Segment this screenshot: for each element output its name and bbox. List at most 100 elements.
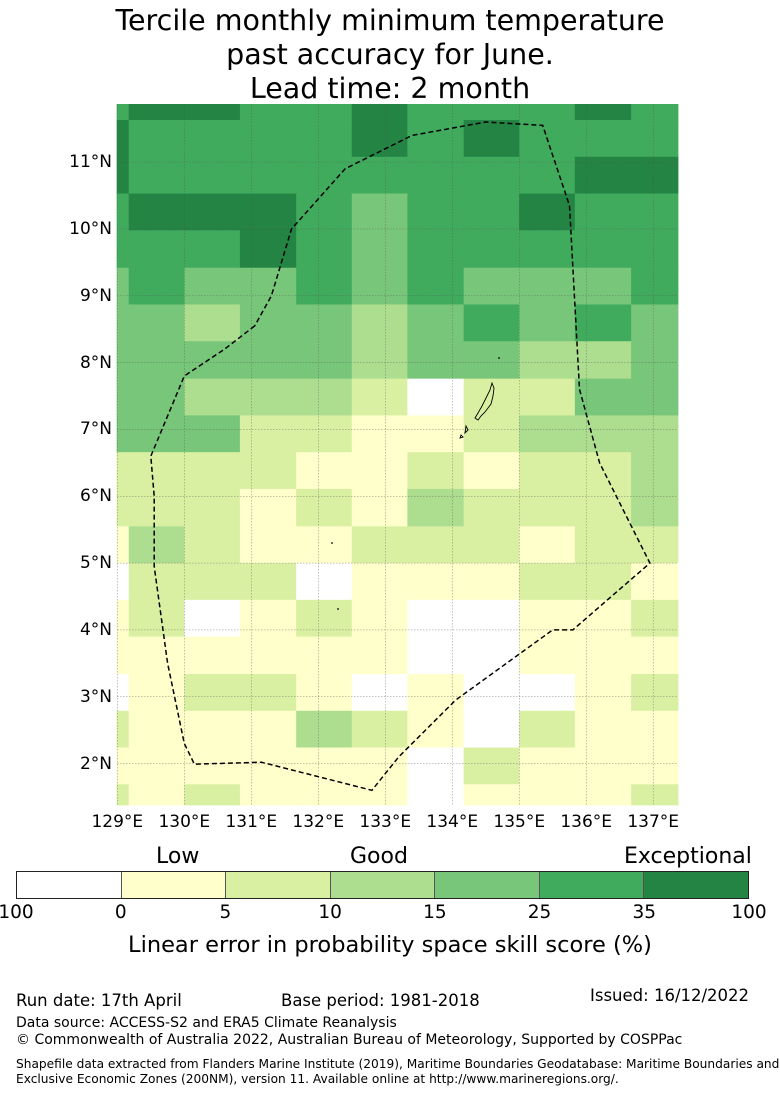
colorbar-segment <box>538 872 644 898</box>
latitude-label: 11°N <box>69 152 112 173</box>
grid-cell <box>631 674 679 712</box>
grid-cell <box>184 104 241 121</box>
grid-cell <box>239 378 297 416</box>
grid-cell <box>631 156 679 194</box>
grid-cell <box>296 599 353 637</box>
grid-cell <box>574 599 632 637</box>
grid-cell <box>351 304 408 342</box>
grid-cell <box>116 747 130 785</box>
grid-cell <box>574 341 632 380</box>
grid-cell <box>296 378 353 416</box>
grid-cell <box>116 378 130 416</box>
grid-cell <box>239 747 297 785</box>
grid-cell <box>296 452 353 490</box>
grid-cell <box>239 415 297 453</box>
grid-cell <box>519 452 576 490</box>
grid-cell <box>407 526 465 564</box>
grid-cell <box>407 341 465 380</box>
grid-cell <box>351 267 408 305</box>
grid-cell <box>116 710 130 748</box>
longitude-label: 130°E <box>158 812 211 832</box>
grid-cell <box>239 120 297 158</box>
grid-cell <box>407 599 465 637</box>
grid-cell <box>631 267 679 305</box>
colorbar-segment <box>434 872 539 898</box>
grid-cell <box>184 784 241 806</box>
grid-cell <box>463 415 520 453</box>
grid-cell <box>239 304 297 342</box>
grid-cell <box>407 710 465 748</box>
grid-cell <box>184 341 241 380</box>
grid-cell <box>519 599 576 637</box>
grid-cell <box>296 526 353 564</box>
grid-cell <box>407 636 465 675</box>
grid-cell <box>351 230 408 269</box>
latitude-label: 5°N <box>79 553 112 574</box>
grid-cell <box>184 636 241 675</box>
grid-cell <box>463 267 520 305</box>
islet-pulo-anna <box>337 608 339 610</box>
grid-cell <box>128 710 185 748</box>
grid-cell <box>574 488 632 527</box>
grid-cell <box>519 488 576 527</box>
grid-cell <box>574 304 632 342</box>
grid-cell <box>184 599 241 637</box>
grid-cell <box>351 193 408 231</box>
grid-cell <box>463 563 520 601</box>
map-panel <box>116 104 679 806</box>
colorbar-segment <box>17 872 121 898</box>
grid-cell <box>631 378 679 416</box>
grid-cell <box>631 304 679 342</box>
grid-cell <box>574 415 632 453</box>
grid-cell <box>631 747 679 785</box>
grid-cell <box>184 488 241 527</box>
grid-cell <box>631 120 679 158</box>
palau-coastline <box>331 357 500 610</box>
grid-cell <box>631 526 679 564</box>
grid-cell <box>631 784 679 806</box>
grid-cell <box>128 304 185 342</box>
grid-cell <box>574 378 632 416</box>
grid-cell <box>463 674 520 712</box>
grid-cell <box>116 563 130 601</box>
grid-cell <box>296 747 353 785</box>
grid-cell <box>519 104 576 121</box>
colorbar-tick-label: 5 <box>219 902 232 923</box>
grid-cell <box>184 230 241 269</box>
grid-cell <box>407 304 465 342</box>
grid-cell <box>574 526 632 564</box>
grid-cell <box>574 193 632 231</box>
grid-cell <box>519 415 576 453</box>
grid-cell <box>351 674 408 712</box>
grid-cell <box>116 267 130 305</box>
grid-cell <box>184 304 241 342</box>
grid-cell <box>116 156 130 194</box>
latitude-label: 3°N <box>79 686 112 707</box>
category-low-label: Low <box>156 844 200 869</box>
grid-cell <box>116 104 130 121</box>
grid-cell <box>407 193 465 231</box>
grid-cell <box>184 710 241 748</box>
grid-cell <box>463 193 520 231</box>
grid-cell <box>519 193 576 231</box>
grid-cell <box>184 674 241 712</box>
grid-cell <box>128 120 185 158</box>
run-date: Run date: 17th April <box>16 991 182 1010</box>
base-period: Base period: 1981-2018 <box>281 991 480 1010</box>
grid-cell <box>574 710 632 748</box>
grid-cell <box>574 636 632 675</box>
grid-cell <box>239 156 297 194</box>
grid-cell <box>351 488 408 527</box>
grid-cell <box>463 710 520 748</box>
islet-kayangel <box>498 357 500 359</box>
grid-cell <box>296 156 353 194</box>
grid-cell <box>463 156 520 194</box>
grid-cell <box>463 526 520 564</box>
grid-cell <box>407 488 465 527</box>
grid-cell <box>407 104 465 121</box>
grid-cell <box>631 488 679 527</box>
grid-cell <box>128 415 185 453</box>
grid-cell <box>184 193 241 231</box>
colorbar-tick-label: 10 <box>318 902 342 923</box>
grid-cell <box>296 563 353 601</box>
